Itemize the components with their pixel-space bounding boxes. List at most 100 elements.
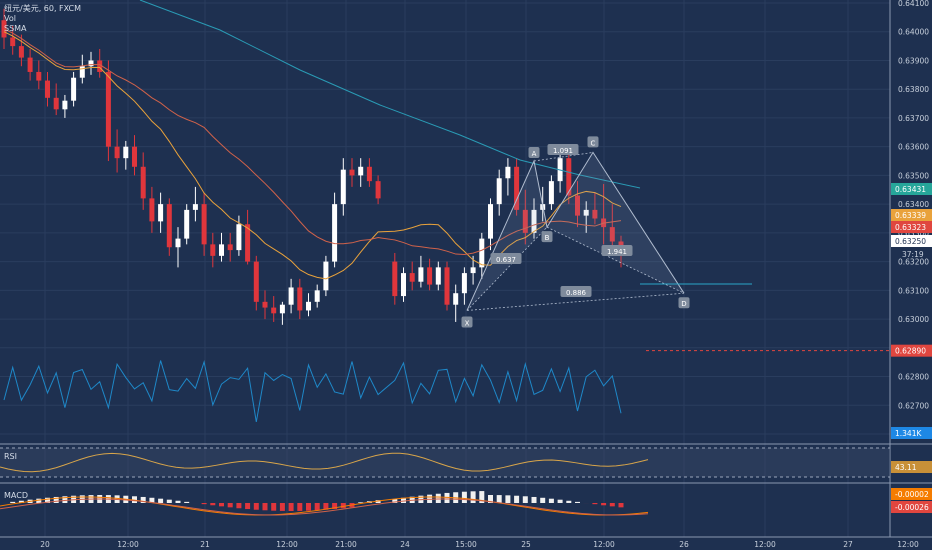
sma-label: SSMA xyxy=(4,24,27,33)
candle-body xyxy=(453,293,459,305)
candle-body xyxy=(479,238,485,268)
candle-body xyxy=(158,204,164,222)
candle-body xyxy=(18,46,24,58)
rsi-band xyxy=(0,448,890,477)
macd-histogram-bar xyxy=(227,503,233,508)
macd-histogram-bar xyxy=(314,503,320,511)
candle-body xyxy=(297,287,303,311)
price-tick-label: 0.63400 xyxy=(898,200,929,209)
candle-body xyxy=(358,166,364,176)
candle-body xyxy=(10,37,16,47)
candle-body xyxy=(514,166,520,210)
candle-body xyxy=(245,224,251,262)
candle-body xyxy=(340,169,346,205)
candle-body xyxy=(592,209,598,219)
badge-price-1: 0.63431 xyxy=(895,185,926,194)
pattern-label-b-bg xyxy=(541,231,553,243)
macd-histogram-bar xyxy=(540,497,546,503)
macd-histogram-bar xyxy=(184,501,190,503)
macd-histogram-bar xyxy=(332,503,338,510)
candle-body xyxy=(253,261,259,302)
macd-label: MACD xyxy=(4,491,28,500)
candle-body xyxy=(488,204,493,239)
macd-histogram-bar xyxy=(566,500,572,503)
symbol-line: 纽元/美元, 60, FXCM xyxy=(4,4,82,13)
badge-price-level: 0.62890 xyxy=(895,347,926,356)
candle-body xyxy=(71,77,77,101)
macd-histogram-bar xyxy=(306,503,311,511)
macd-histogram-bar xyxy=(488,495,493,503)
macd-histogram-bar xyxy=(158,498,164,503)
badge-volume-bg xyxy=(891,427,932,439)
pattern-label-x-bg xyxy=(461,316,473,328)
candle-body xyxy=(192,204,198,210)
candle-body xyxy=(149,198,155,222)
price-tick-label: 0.63900 xyxy=(898,56,929,65)
candle-body xyxy=(45,80,50,98)
candle-body xyxy=(401,273,406,297)
candle-body xyxy=(105,71,111,147)
macd-histogram-bar xyxy=(505,495,511,503)
candle-body xyxy=(314,290,320,302)
candle-body xyxy=(435,267,441,285)
pattern-label-c: C xyxy=(591,139,596,147)
candle-body xyxy=(279,304,285,314)
macd-histogram-bar xyxy=(10,501,16,503)
price-tick-label: 0.63600 xyxy=(898,143,929,152)
badge-volume: 1.341K xyxy=(895,429,922,438)
badge-rsi-bg xyxy=(891,461,932,473)
vol-label: Vol xyxy=(4,14,16,23)
candle-body xyxy=(88,60,94,67)
candle-body xyxy=(27,57,33,72)
ratio-bcd: 1.941 xyxy=(607,248,627,256)
price-tick-label: 0.63500 xyxy=(898,171,929,180)
time-tick-label: 24 xyxy=(400,540,410,549)
ma-mid-line xyxy=(3,28,622,256)
macd-histogram-bar xyxy=(601,503,607,506)
macd-histogram-bar xyxy=(548,498,554,503)
time-tick-label: 20 xyxy=(40,540,50,549)
pattern-label-d-bg xyxy=(678,297,690,309)
time-tick-label: 12:00 xyxy=(754,540,776,549)
pattern-dashed-leg xyxy=(546,226,685,294)
time-tick-label: 12:00 xyxy=(117,540,139,549)
candle-body xyxy=(201,204,207,245)
candle-body xyxy=(418,267,424,282)
macd-histogram-bar xyxy=(358,502,364,503)
badge-price-1-bg xyxy=(891,183,932,195)
candle-body xyxy=(583,209,589,216)
macd-histogram-bar xyxy=(149,497,155,503)
price-tick-label: 0.62700 xyxy=(898,401,929,410)
pattern-label-d: D xyxy=(681,300,686,308)
candle-body xyxy=(531,209,537,233)
macd-histogram-bar xyxy=(514,495,520,503)
macd-histogram-bar xyxy=(461,491,467,503)
macd-histogram-bar xyxy=(201,503,207,505)
pattern-label-x: X xyxy=(465,319,470,327)
macd-histogram-bar xyxy=(496,495,502,503)
ratio-abc: 1.091 xyxy=(553,147,573,155)
macd-line xyxy=(0,496,649,516)
macd-histogram-bar xyxy=(132,496,137,503)
macd-histogram-bar xyxy=(392,498,398,503)
candle-body xyxy=(470,267,476,274)
time-tick-label: 21:00 xyxy=(335,540,357,549)
pattern-label-b: B xyxy=(545,234,550,242)
candle-body xyxy=(496,178,502,205)
macd-histogram-bar xyxy=(288,503,294,511)
pattern-dashed-leg xyxy=(466,226,548,311)
macd-histogram-bar xyxy=(575,501,580,503)
macd-histogram-bar xyxy=(435,493,441,503)
symbol-legend: 纽元/美元, 60, FXCM Vol SSMA xyxy=(4,4,81,34)
candle-body xyxy=(288,287,294,305)
macd-histogram-bar xyxy=(618,503,624,508)
macd-histogram-bar xyxy=(444,492,450,503)
candle-body xyxy=(392,261,398,297)
macd-histogram-bar xyxy=(557,499,563,503)
pattern-label-a: A xyxy=(532,150,537,158)
time-tick-label: 12:00 xyxy=(897,540,919,549)
macd-histogram-bar xyxy=(175,500,181,503)
candle-body xyxy=(166,204,172,248)
macd-histogram-bar xyxy=(210,503,216,506)
